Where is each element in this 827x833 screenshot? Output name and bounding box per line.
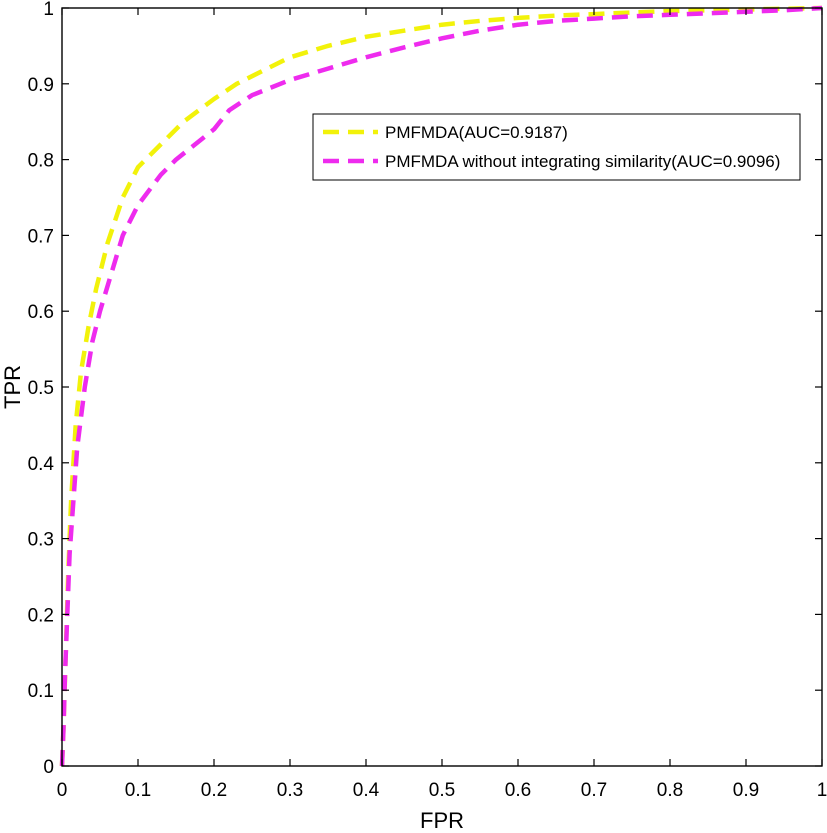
legend-box: [312, 113, 801, 181]
x-tick-label: 0.9: [733, 780, 759, 801]
x-axis-title: FPR: [420, 808, 464, 833]
x-tick-label: 1: [817, 780, 827, 801]
roc-curve-pmfmda: [59, 5, 823, 767]
y-axis-title: TPR: [0, 365, 25, 409]
y-axis: 0 0.1 0.2 0.3 0.4 0.5 0.6 0.7 0.8 0.9 1: [28, 0, 822, 778]
x-tick-label: 0.3: [277, 780, 303, 801]
roc-curve-pmfmda-without-similarity: [59, 5, 823, 767]
x-tick-label: 0.7: [581, 780, 607, 801]
y-tick-label: 0.8: [28, 151, 54, 172]
legend-label-pmfmda: PMFMDA(AUC=0.9187): [385, 123, 568, 142]
legend-label-pmfmda-without-similarity: PMFMDA without integrating similarity(AU…: [385, 152, 780, 171]
y-tick-label: 0.7: [28, 226, 54, 247]
y-tick-label: 0.5: [28, 378, 54, 399]
y-tick-label: 0.4: [28, 454, 55, 475]
x-axis: 0 0.1 0.2 0.3 0.4 0.5 0.6 0.7 0.8 0.9 1: [57, 8, 827, 801]
y-tick-label: 0.9: [28, 75, 54, 96]
y-tick-label: 1: [43, 0, 54, 20]
legend: PMFMDA(AUC=0.9187) PMFMDA without integr…: [312, 113, 801, 181]
x-tick-label: 0.8: [657, 780, 683, 801]
curves-group: [59, 5, 823, 767]
x-tick-label: 0: [57, 780, 68, 801]
x-tick-label: 0.2: [201, 780, 227, 801]
x-tick-label: 0.1: [125, 780, 151, 801]
x-tick-label: 0.4: [353, 780, 380, 801]
x-tick-label: 0.6: [505, 780, 531, 801]
x-tick-label: 0.5: [429, 780, 455, 801]
y-tick-label: 0.2: [28, 605, 54, 626]
y-tick-label: 0.3: [28, 530, 54, 551]
y-tick-label: 0.1: [28, 681, 54, 702]
y-tick-label: 0: [43, 757, 54, 778]
y-tick-label: 0.6: [28, 302, 54, 323]
